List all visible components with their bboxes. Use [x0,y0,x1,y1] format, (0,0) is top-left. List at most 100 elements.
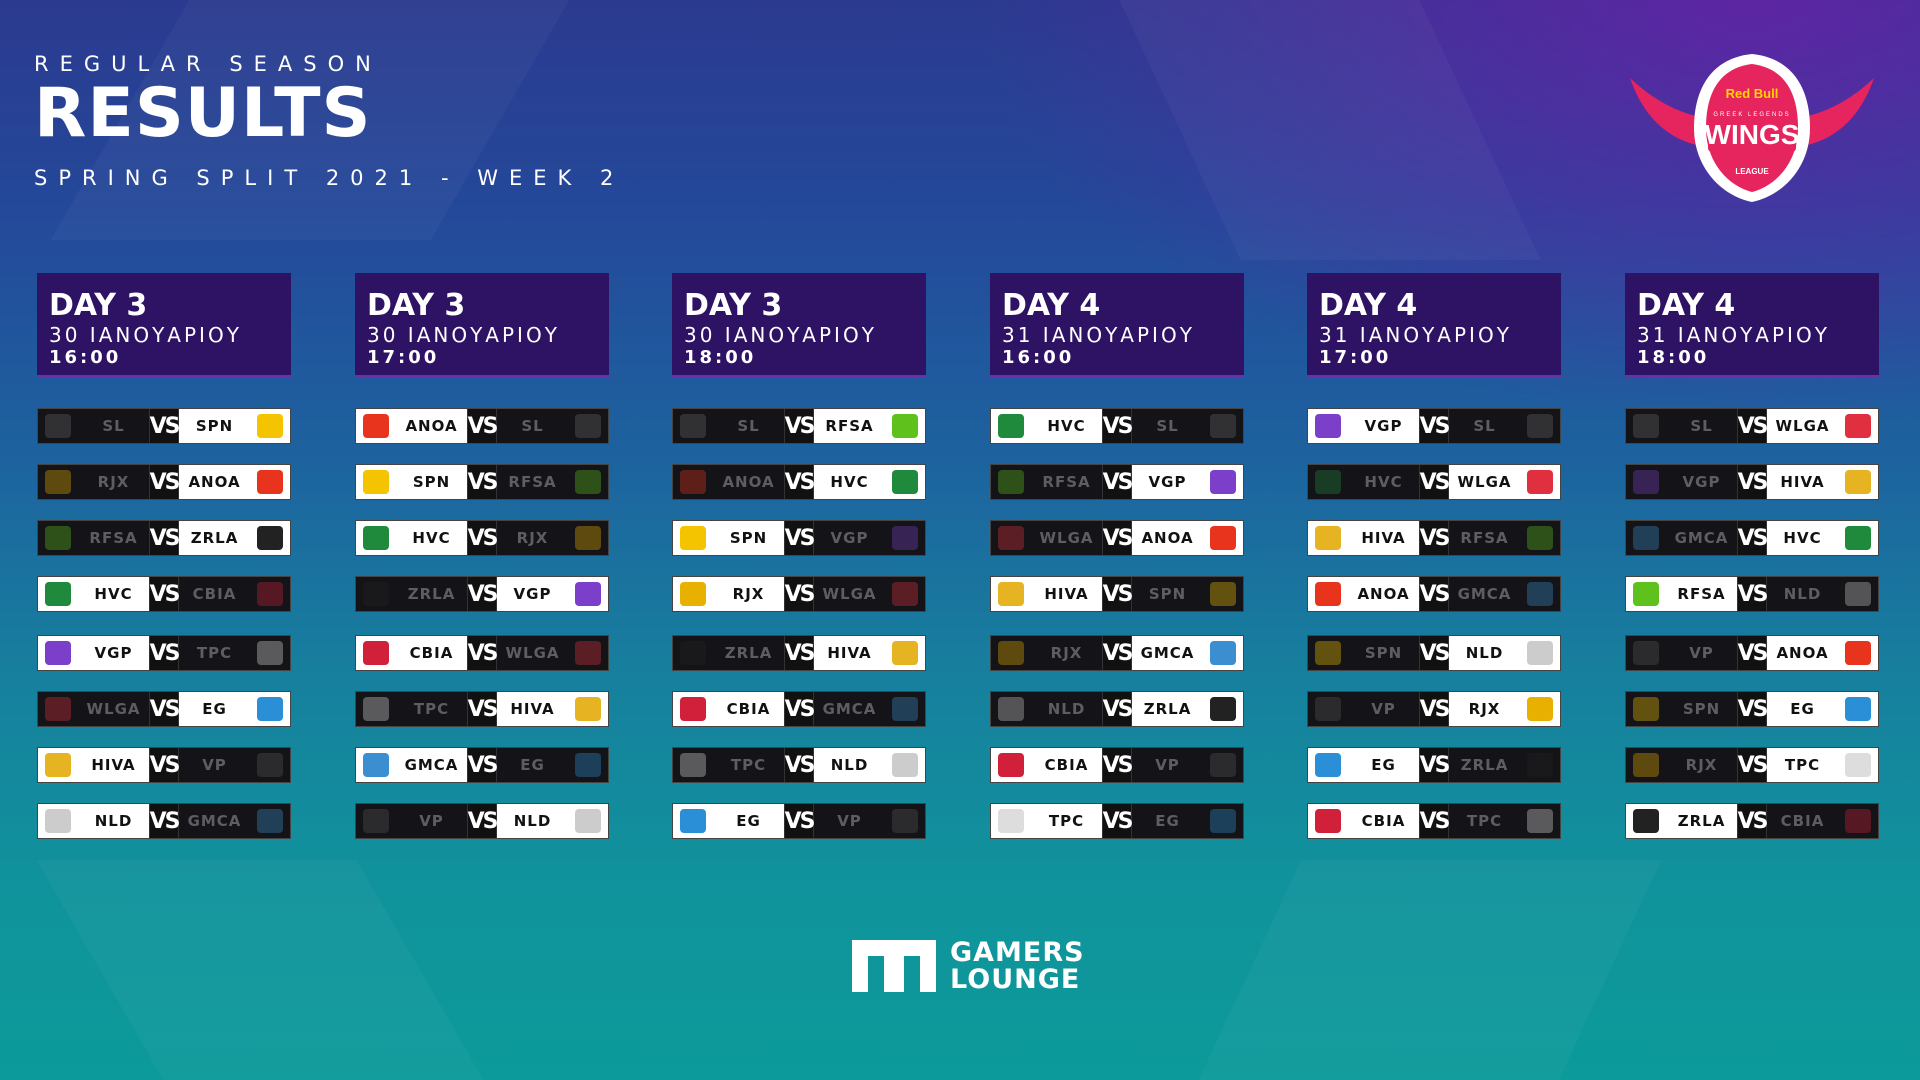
match-team-left: ZRLA [356,577,467,611]
match-team-left: RJX [38,465,149,499]
vs-label: VS [149,804,180,838]
team-logo-icon [1838,521,1878,555]
team-logo-icon [356,577,396,611]
day-date: 31 ΙΑΝΟΥΑΡΙΟΥ [1637,323,1830,347]
day-time: 18:00 [684,347,757,368]
team-name: SL [1156,417,1179,435]
match-team-left: CBIA [991,748,1102,782]
team-logo-icon [1203,692,1243,726]
team-name: VP [419,812,444,830]
match-team-left: HVC [38,577,149,611]
team-name: HVC [412,529,451,547]
match-team-left: ZRLA [673,636,784,670]
team-name: ZRLA [407,585,456,603]
team-name: WLGA [505,644,560,662]
vs-label: VS [1419,409,1450,443]
team-logo-icon [1626,465,1666,499]
team-logo-icon [991,636,1031,670]
team-name: HVC [1047,417,1086,435]
match-row: TPC VS EG [990,803,1244,839]
team-name: HIVA [1044,585,1089,603]
vs-label: VS [1419,692,1450,726]
team-name: VGP [1148,473,1187,491]
match-row: CBIA VS GMCA [672,691,926,727]
match-row: RFSA VS ZRLA [37,520,291,556]
match-row: RJX VS GMCA [990,635,1244,671]
team-logo-icon [991,521,1031,555]
match-team-left: TPC [356,692,467,726]
team-name: HIVA [827,644,872,662]
team-name: SPN [412,473,451,491]
page-header: REGULAR SEASON RESULTS SPRING SPLIT 2021… [34,52,624,190]
team-logo-icon [885,636,925,670]
team-logo-icon [1838,465,1878,499]
match-row: SL VS RFSA [672,408,926,444]
team-logo-icon [1203,577,1243,611]
match-team-right: ANOA [1132,521,1243,555]
team-logo-icon [568,577,608,611]
match-team-left: SL [38,409,149,443]
team-name: RFSA [89,529,138,547]
team-name: EG [202,700,227,718]
team-logo-icon [1308,409,1348,443]
gamers-lounge-logo: GAMERS LOUNGE [850,938,1085,994]
match-team-left: RFSA [991,465,1102,499]
match-team-left: VGP [1626,465,1737,499]
team-name: NLD [1783,585,1822,603]
match-row: ANOA VS SL [355,408,609,444]
team-name: RFSA [1460,529,1509,547]
team-logo-icon [38,692,78,726]
team-name: HIVA [510,700,555,718]
team-logo-icon [356,748,396,782]
match-team-right: SL [1132,409,1243,443]
match-team-right: NLD [1767,577,1878,611]
day-date: 30 ΙΑΝΟΥΑΡΙΟΥ [49,323,242,347]
vs-label: VS [467,409,498,443]
team-logo-icon [568,636,608,670]
team-name: ANOA [1357,585,1410,603]
match-team-right: RJX [497,521,608,555]
match-row: NLD VS GMCA [37,803,291,839]
team-name: GMCA [822,700,877,718]
team-logo-icon [568,692,608,726]
team-name: SL [521,417,544,435]
match-team-right: WLGA [1767,409,1878,443]
day-date: 30 ΙΑΝΟΥΑΡΙΟΥ [684,323,877,347]
match-team-right: NLD [1449,636,1560,670]
match-row: ZRLA VS CBIA [1625,803,1879,839]
team-logo-icon [991,748,1031,782]
team-name: ZRLA [1677,812,1726,830]
match-team-right: WLGA [1449,465,1560,499]
match-team-left: TPC [991,804,1102,838]
team-logo-icon [38,465,78,499]
day-label: DAY 4 [1319,288,1418,323]
vs-label: VS [149,521,180,555]
team-name: SPN [1148,585,1187,603]
vs-label: VS [1737,748,1768,782]
team-logo-icon [38,521,78,555]
team-name: HIVA [1361,529,1406,547]
team-name: RFSA [825,417,874,435]
vs-label: VS [149,636,180,670]
team-name: ANOA [188,473,241,491]
team-logo-icon [38,804,78,838]
team-name: TPC [1466,812,1503,830]
team-name: RJX [1685,756,1718,774]
team-name: ANOA [405,417,458,435]
day-column: DAY 3 30 ΙΑΝΟΥΑΡΙΟΥ 18:00 SL VS RFSA ANOA VS HVC… [672,273,926,839]
match-team-left: WLGA [38,692,149,726]
team-logo-icon [885,409,925,443]
team-name: HIVA [1780,473,1825,491]
team-name: HVC [1783,529,1822,547]
team-logo-icon [568,521,608,555]
team-logo-icon [673,409,713,443]
match-team-left: HVC [1308,465,1419,499]
match-row: RJX VS ANOA [37,464,291,500]
team-logo-icon [250,636,290,670]
team-name: GMCA [187,812,242,830]
team-logo-icon [885,748,925,782]
day-header: DAY 4 31 ΙΑΝΟΥΑΡΙΟΥ 17:00 [1307,273,1561,377]
team-name: VGP [1364,417,1403,435]
gamers-lounge-mark-icon [852,940,936,992]
match-team-left: HIVA [38,748,149,782]
